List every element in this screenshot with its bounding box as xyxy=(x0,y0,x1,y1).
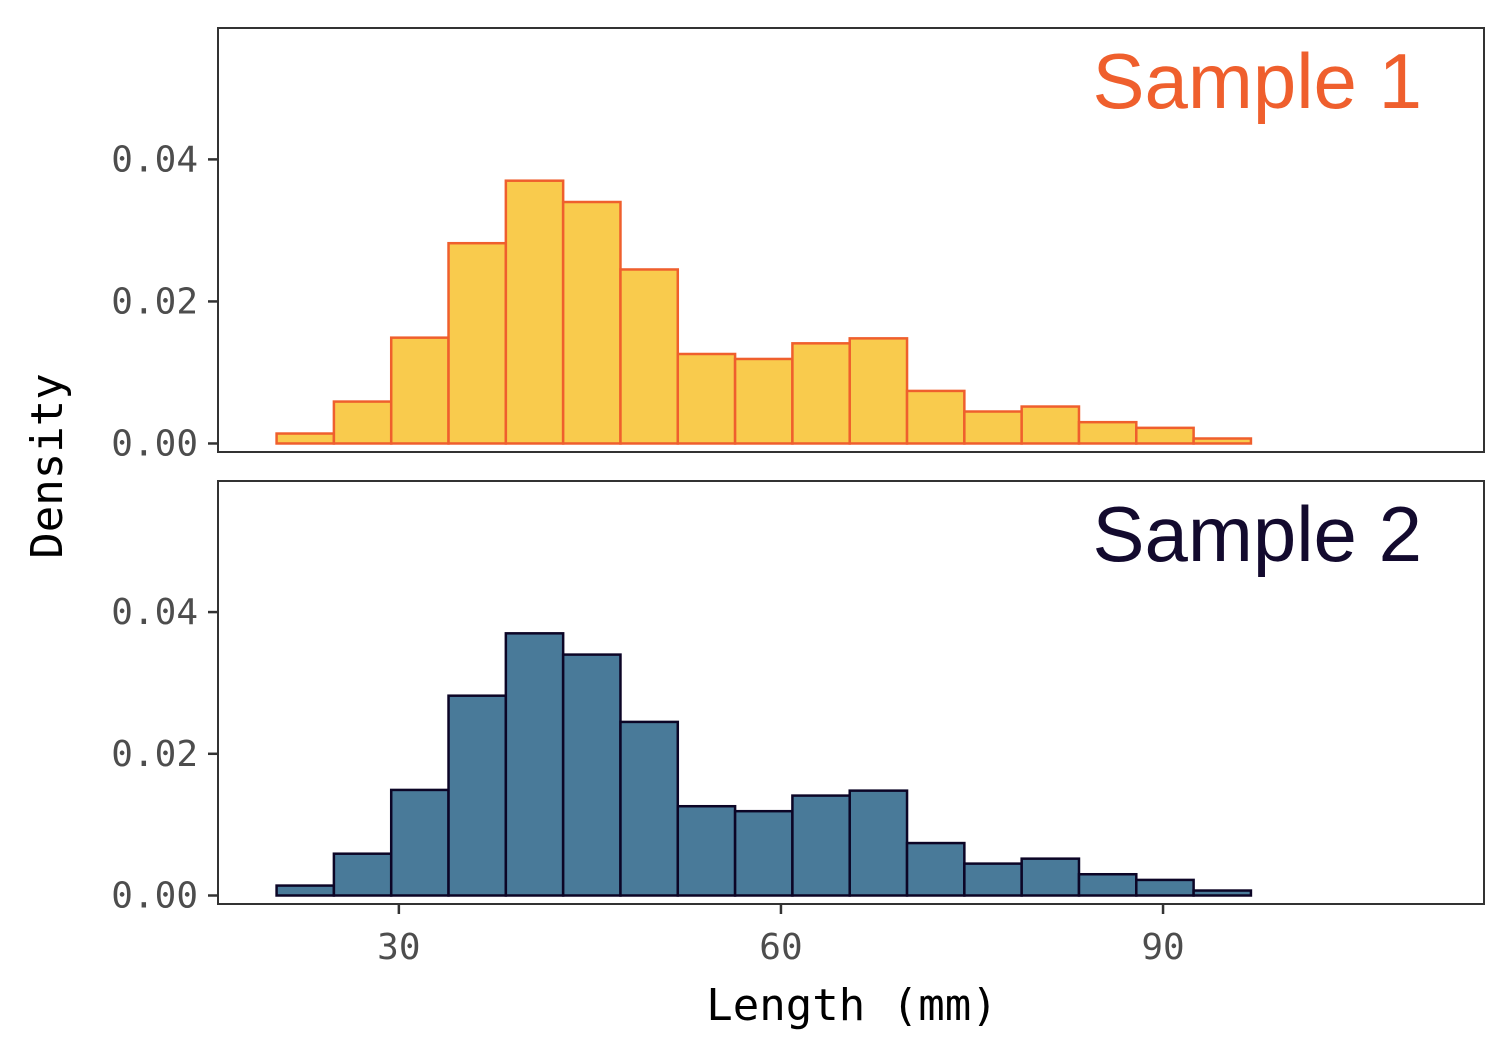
x-tick-label: 90 xyxy=(1141,927,1184,968)
histogram-bar xyxy=(1020,857,1081,897)
panel-border xyxy=(217,480,1485,905)
y-tick-label: 0.00 xyxy=(111,875,198,916)
histogram-bar xyxy=(848,337,909,445)
histogram-bar xyxy=(275,432,336,445)
histogram-bar xyxy=(561,653,622,897)
histogram-bar xyxy=(733,357,794,445)
histogram-bar xyxy=(332,400,393,445)
histogram-bar xyxy=(561,200,622,445)
histogram-bar xyxy=(504,632,565,897)
histogram-bar xyxy=(791,794,851,897)
histogram-bar xyxy=(1192,889,1253,897)
histogram-bar xyxy=(1077,420,1138,445)
histogram-bar xyxy=(848,789,909,897)
histogram-bar xyxy=(1020,405,1081,445)
histogram-bar xyxy=(1135,878,1195,897)
y-tick-label: 0.04 xyxy=(111,139,198,180)
histogram-bar xyxy=(963,862,1023,897)
histogram-bar xyxy=(676,804,737,897)
histogram-bar xyxy=(676,352,737,445)
x-tick-label: 30 xyxy=(377,927,420,968)
histogram-bar xyxy=(389,336,450,445)
x-axis-title: Length (mm) xyxy=(706,980,997,1031)
histogram-bar xyxy=(447,694,508,897)
histogram-bar xyxy=(332,852,393,897)
x-tick-label: 60 xyxy=(759,927,802,968)
histogram-bar xyxy=(1192,437,1253,445)
panel-border xyxy=(217,27,1485,453)
histogram-bar xyxy=(733,809,794,897)
x-axis: 30 60 90 xyxy=(377,904,1185,968)
histogram-bar xyxy=(447,241,508,445)
histogram-bar xyxy=(1135,426,1195,445)
histogram-bar xyxy=(791,342,851,445)
histogram-bar xyxy=(275,884,336,897)
histogram-bar xyxy=(619,268,680,445)
histogram-bar xyxy=(619,720,680,897)
histogram-bar xyxy=(389,788,450,897)
panel-1: 0.00 0.02 0.04 Sample 1 xyxy=(111,27,1485,464)
histogram-bar xyxy=(905,841,966,897)
histogram-bar xyxy=(504,179,565,445)
panel-title: Sample 2 xyxy=(1092,490,1422,578)
histogram-bar xyxy=(905,389,966,445)
histogram-bar xyxy=(1077,872,1138,897)
panel-title: Sample 1 xyxy=(1092,37,1422,125)
histogram-bar xyxy=(963,410,1023,445)
y-tick-label: 0.04 xyxy=(111,592,198,633)
y-tick-label: 0.00 xyxy=(111,423,198,464)
y-axis-title: Density xyxy=(22,373,73,558)
y-tick-label: 0.02 xyxy=(111,734,198,775)
panel-2: 0.00 0.02 0.04 Sample 2 xyxy=(111,480,1485,916)
y-tick-label: 0.02 xyxy=(111,281,198,322)
